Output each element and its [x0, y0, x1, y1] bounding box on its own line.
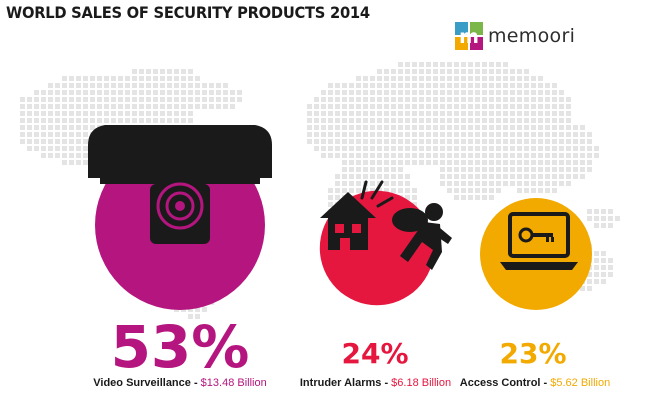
access-control-label: Access Control [460, 377, 541, 389]
intruder-alarms-label: Intruder Alarms [300, 377, 382, 389]
separator: - [191, 377, 201, 389]
video-surveillance-label: Video Surveillance [93, 377, 191, 389]
intruder-alarms-caption: Intruder Alarms - $6.18 Billion [288, 377, 463, 389]
video-surveillance-value: $13.48 Billion [201, 377, 267, 389]
access-control-caption: Access Control - $5.62 Billion [450, 377, 620, 389]
intruder-alarms-value: $6.18 Billion [391, 377, 451, 389]
video-surveillance-caption: Video Surveillance - $13.48 Billion [75, 377, 285, 389]
separator: - [381, 377, 391, 389]
access-control-value: $5.62 Billion [550, 377, 610, 389]
video-surveillance-percent: 53% [85, 318, 275, 376]
intruder-alarms-percent: 24% [320, 340, 430, 368]
separator: - [540, 377, 550, 389]
access-control-percent: 23% [478, 340, 588, 368]
